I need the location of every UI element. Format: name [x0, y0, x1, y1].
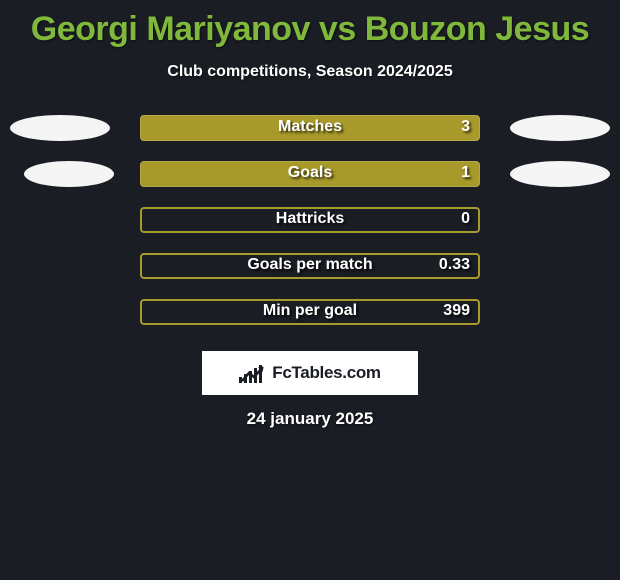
logo-arrow-icon — [240, 363, 266, 385]
stat-row: Min per goal 399 — [0, 289, 620, 335]
right-ellipse — [510, 115, 610, 141]
stat-label: Goals — [288, 164, 332, 182]
stat-label: Hattricks — [276, 210, 344, 228]
stat-row: Hattricks 0 — [0, 197, 620, 243]
page-title: Georgi Mariyanov vs Bouzon Jesus — [0, 0, 620, 49]
logo-text: FcTables.com — [272, 363, 381, 383]
logo: FcTables.com — [239, 363, 381, 384]
stat-label: Goals per match — [247, 256, 372, 274]
stat-row: Goals 1 — [0, 151, 620, 197]
logo-box: FcTables.com — [202, 351, 418, 395]
stat-value: 1 — [461, 164, 470, 182]
stat-value: 3 — [461, 118, 470, 136]
stat-value: 399 — [443, 302, 470, 320]
stat-row: Matches 3 — [0, 105, 620, 151]
stats-rows: Matches 3 Goals 1 Hattricks 0 Goals per match 0… — [0, 105, 620, 335]
right-ellipse — [510, 161, 610, 187]
stat-value: 0.33 — [439, 256, 470, 274]
left-ellipse — [24, 161, 114, 187]
stat-row: Goals per match 0.33 — [0, 243, 620, 289]
date-text: 24 january 2025 — [0, 409, 620, 429]
subtitle: Club competitions, Season 2024/2025 — [0, 63, 620, 81]
stat-label: Matches — [278, 118, 342, 136]
stat-label: Min per goal — [263, 302, 357, 320]
stat-value: 0 — [461, 210, 470, 228]
left-ellipse — [10, 115, 110, 141]
